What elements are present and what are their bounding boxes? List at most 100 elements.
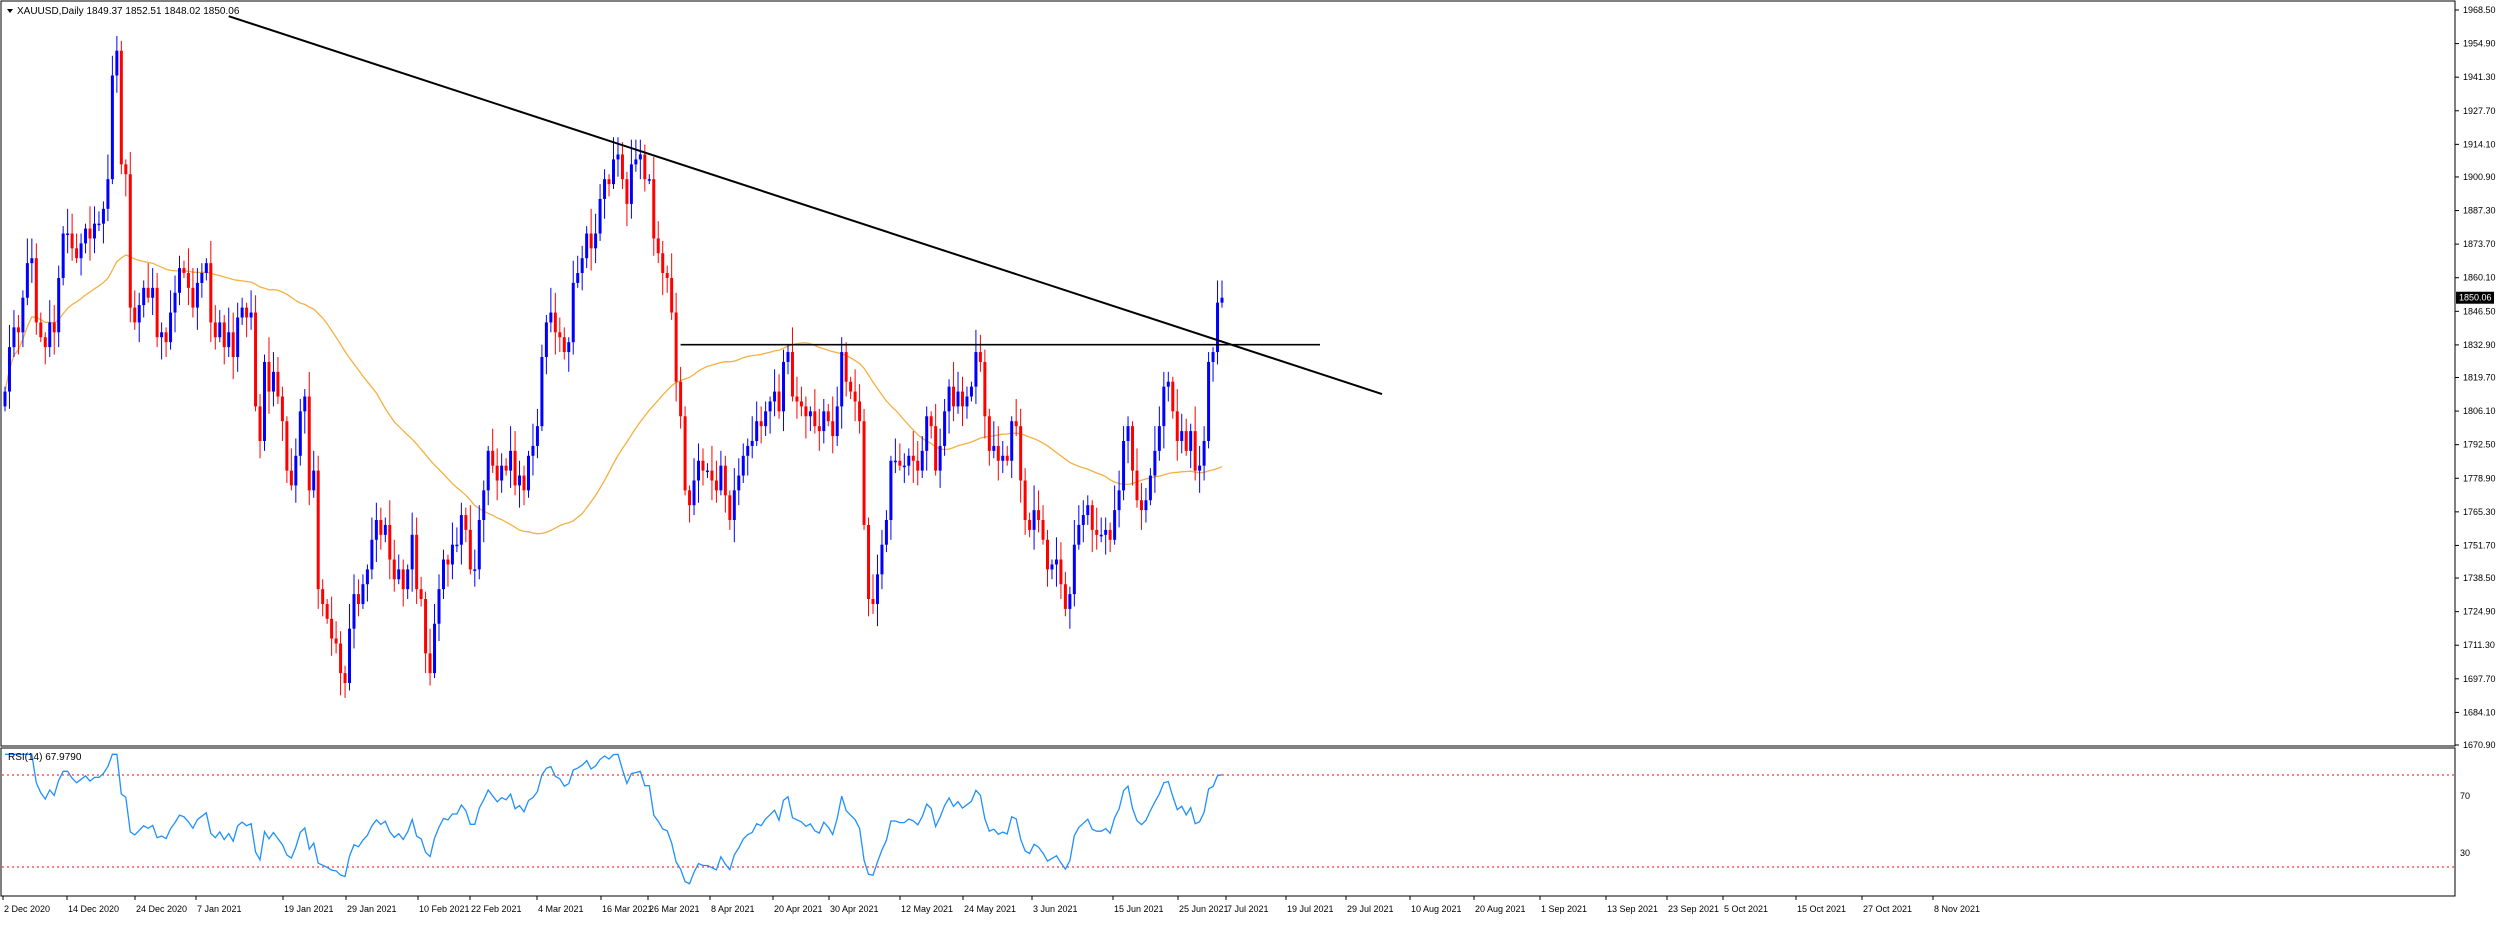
bull-candle-body [1001, 455, 1005, 461]
bull-candle-body [938, 445, 942, 471]
bull-candle-body [1220, 297, 1224, 303]
bull-candle-body [571, 282, 575, 343]
bear-candle-body [844, 352, 848, 382]
bull-candle-body [218, 322, 222, 338]
bull-candle-body [200, 273, 204, 283]
symbol-header: XAUUSD,Daily 1849.37 1852.51 1848.02 185… [17, 6, 240, 17]
bull-candle-body [1148, 475, 1152, 501]
bear-candle-body [1019, 426, 1023, 481]
bear-candle-body [88, 228, 92, 239]
bull-candle-body [1157, 426, 1161, 451]
time-tick-label: 15 Jun 2021 [1114, 904, 1164, 914]
bull-candle-body [822, 411, 826, 432]
bear-candle-body [929, 416, 933, 427]
bear-candle-body [307, 396, 311, 491]
bear-candle-body [34, 258, 38, 323]
bull-candle-body [992, 445, 996, 451]
bull-candle-body [106, 179, 110, 209]
price-tick-label: 1968.50 [2463, 5, 2496, 15]
bear-candle-body [464, 515, 468, 530]
time-tick-label: 29 Jan 2021 [347, 904, 397, 914]
bear-candle-body [1046, 539, 1050, 570]
bear-candle-body [468, 529, 472, 570]
price-tick-label: 1778.90 [2463, 473, 2496, 483]
bull-candle-body [518, 475, 522, 486]
bull-candle-body [79, 243, 83, 259]
bull-candle-body [101, 208, 105, 224]
bull-candle-body [974, 352, 978, 387]
bear-candle-body [871, 599, 875, 604]
bull-candle-body [459, 515, 463, 545]
rsi-layer [2, 753, 2454, 885]
bear-candle-body [267, 361, 271, 392]
time-tick-label: 2 Dec 2020 [4, 904, 50, 914]
bull-candle-body [57, 277, 61, 333]
bear-candle-body [558, 332, 562, 338]
bear-candle-body [231, 332, 235, 358]
bull-candle-body [227, 332, 231, 348]
bear-candle-body [804, 406, 808, 417]
bull-candle-body [352, 594, 356, 629]
bear-candle-body [665, 273, 669, 278]
bear-candle-body [1171, 381, 1175, 412]
bear-candle-body [983, 361, 987, 417]
bear-candle-body [182, 268, 186, 274]
price-pane[interactable] [0, 0, 2456, 747]
price-tick-label: 1954.90 [2463, 39, 2496, 49]
time-tick-label: 10 Aug 2021 [1411, 904, 1462, 914]
descending-trendline[interactable] [228, 15, 1383, 395]
bear-candle-body [446, 559, 450, 565]
bull-candle-body [1099, 534, 1103, 537]
drawings-layer [228, 15, 1383, 395]
bear-candle-body [330, 618, 334, 639]
bear-candle-body [334, 638, 338, 644]
bull-candle-body [603, 179, 607, 199]
bull-candle-body [3, 391, 7, 407]
bull-candle-body [61, 233, 65, 278]
bull-candle-body [25, 263, 29, 298]
time-tick-label: 7 Jan 2021 [197, 904, 242, 914]
bear-candle-body [513, 450, 517, 486]
bull-candle-body [1202, 440, 1206, 466]
bull-candle-body [303, 396, 307, 412]
rsi-tick-30: 30 [2460, 848, 2470, 858]
bull-candle-body [835, 406, 839, 437]
bull-candle-body [544, 322, 548, 358]
time-tick-label: 7 Jul 2021 [1227, 904, 1269, 914]
bear-candle-body [607, 179, 611, 185]
bear-candle-body [1014, 421, 1018, 427]
bull-candle-body [1050, 564, 1054, 570]
bear-candle-body [562, 337, 566, 353]
bear-candle-body [415, 534, 419, 590]
bear-candle-body [911, 455, 915, 461]
bull-candle-body [947, 386, 951, 412]
bull-candle-body [902, 465, 906, 468]
bull-candle-body [750, 440, 754, 446]
bear-candle-body [701, 460, 705, 471]
bull-candle-body [889, 460, 893, 521]
bear-candle-body [777, 391, 781, 412]
bear-candle-body [1059, 559, 1063, 585]
bull-candle-body [397, 569, 401, 580]
bull-candle-body [884, 520, 888, 545]
bull-candle-body [719, 465, 723, 491]
price-tick-label: 1711.30 [2463, 640, 2495, 650]
bull-candle-body [204, 263, 208, 274]
bull-candle-body [840, 352, 844, 407]
bull-candle-body [1077, 524, 1081, 545]
collapse-triangle-icon[interactable] [7, 9, 13, 13]
time-tick-label: 3 Jun 2021 [1033, 904, 1078, 914]
bull-candle-body [768, 401, 772, 412]
time-tick-label: 12 May 2021 [901, 904, 953, 914]
bull-candle-body [500, 465, 504, 481]
bull-candle-body [1144, 500, 1148, 511]
bear-candle-body [276, 371, 280, 397]
bull-candle-body [737, 475, 741, 491]
bear-candle-body [222, 322, 226, 348]
bull-candle-body [1122, 440, 1126, 491]
rsi-pane[interactable] [0, 747, 2456, 897]
bear-candle-body [522, 475, 526, 491]
price-tick-label: 1792.50 [2463, 440, 2496, 450]
